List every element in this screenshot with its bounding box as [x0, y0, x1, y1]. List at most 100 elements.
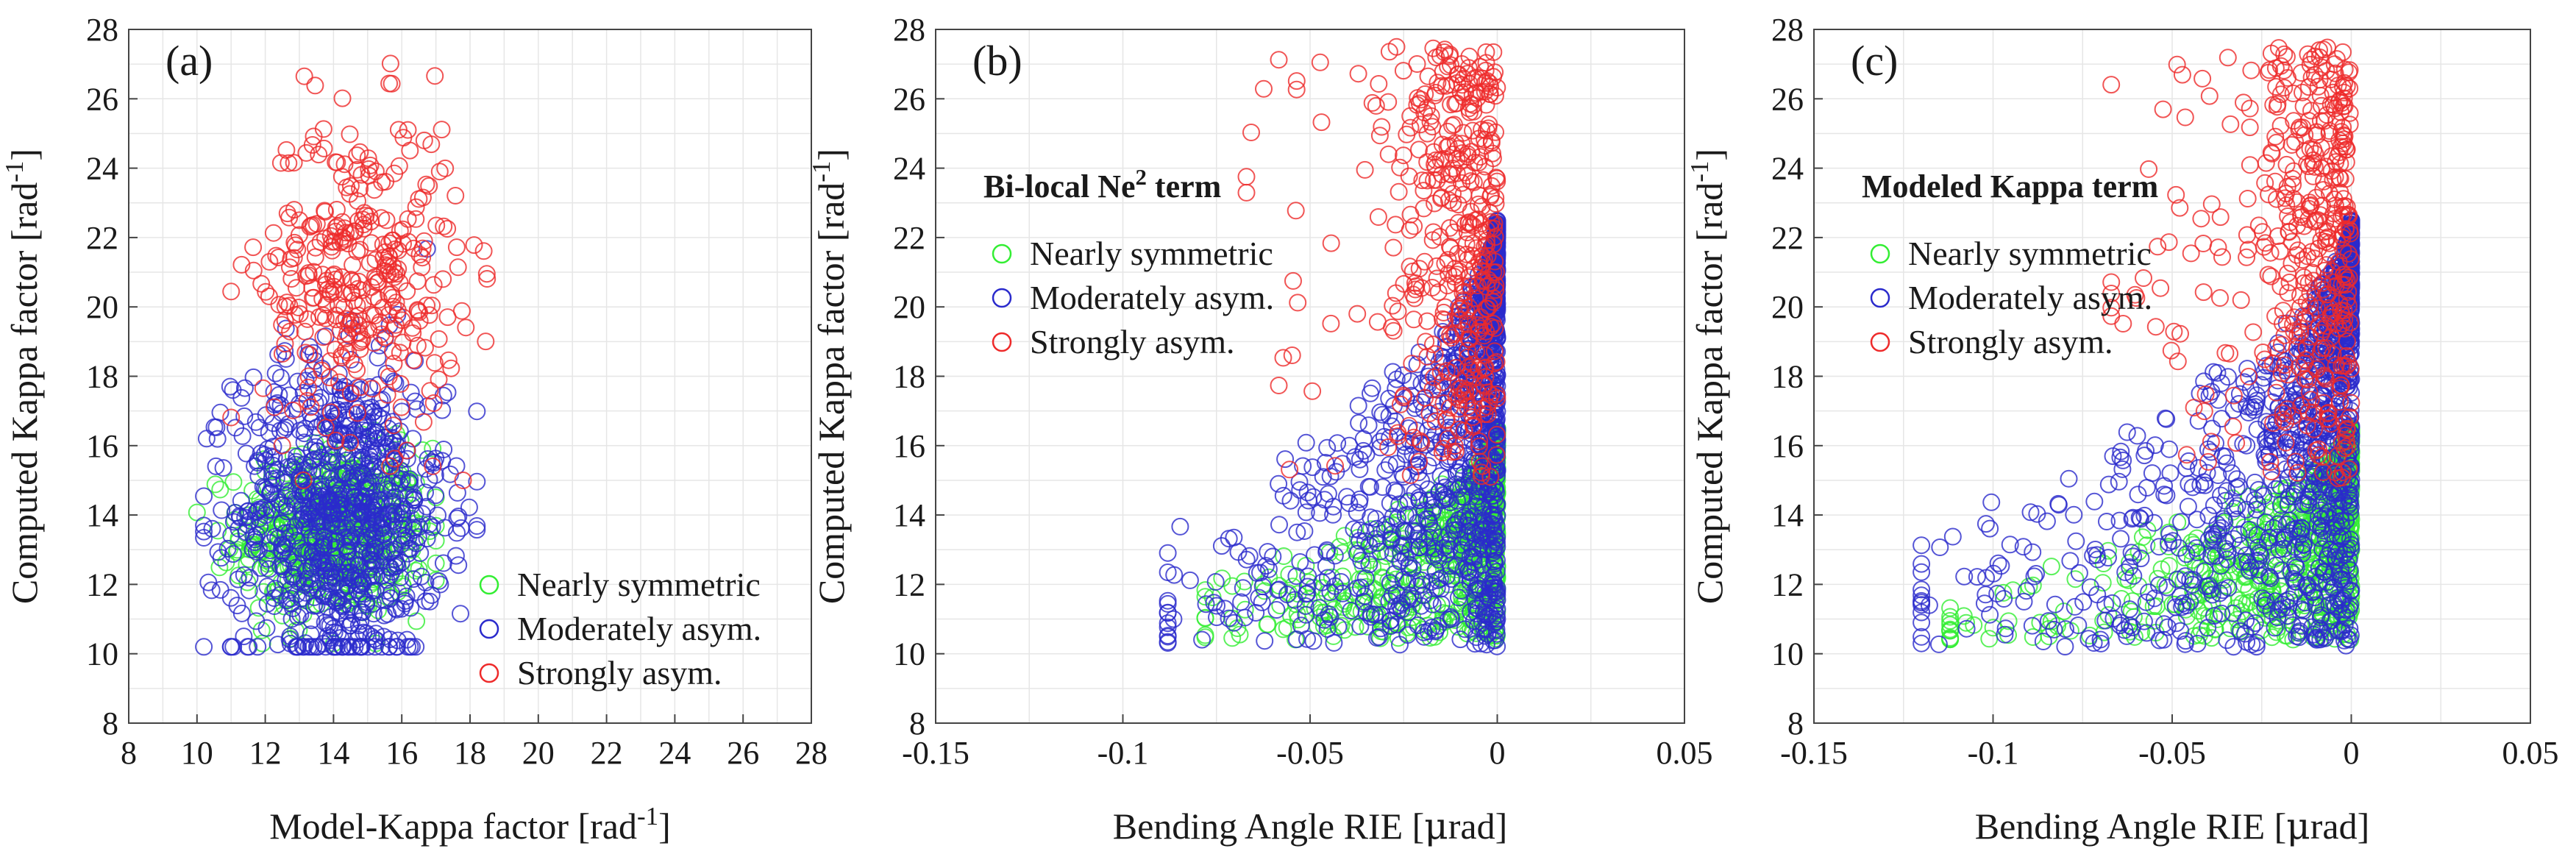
- data-point: [426, 67, 444, 85]
- data-point: [352, 527, 371, 546]
- data-point: [420, 471, 438, 488]
- x-tick-label: 14: [317, 735, 349, 771]
- data-point: [405, 351, 423, 369]
- data-point: [448, 483, 466, 502]
- data-point: [403, 319, 421, 337]
- data-point: [313, 462, 331, 480]
- data-point: [434, 270, 452, 288]
- data-point: [331, 604, 349, 622]
- data-point: [1159, 563, 1177, 581]
- data-point: [273, 436, 291, 455]
- y-tick-label: 26: [86, 81, 118, 117]
- data-point: [375, 490, 394, 508]
- data-point: [332, 499, 351, 518]
- data-point: [266, 364, 285, 383]
- x-tick-label: -0.1: [1097, 735, 1149, 771]
- legend-marker: [479, 575, 499, 595]
- data-point: [295, 67, 313, 85]
- data-point: [327, 517, 345, 536]
- data-point: [195, 638, 213, 656]
- data-point: [265, 383, 283, 401]
- data-point: [235, 566, 253, 584]
- data-point: [1428, 171, 1446, 189]
- data-point: [370, 291, 388, 309]
- y-tick-label: 14: [893, 497, 925, 533]
- data-point: [1289, 294, 1307, 312]
- data-point: [282, 589, 300, 608]
- data-point: [349, 569, 368, 587]
- data-point: [349, 624, 368, 642]
- data-point: [284, 401, 302, 419]
- data-point: [315, 139, 333, 157]
- data-point: [388, 631, 407, 650]
- data-point: [393, 470, 411, 488]
- data-point: [224, 473, 243, 491]
- data-point: [465, 236, 483, 255]
- y-tick-label: 18: [893, 359, 925, 395]
- data-point: [1237, 168, 1256, 186]
- data-point: [448, 509, 466, 527]
- data-point: [339, 638, 357, 656]
- y-tick-label: 28: [893, 12, 925, 48]
- data-point: [416, 483, 434, 502]
- data-point: [384, 257, 402, 275]
- data-point: [277, 571, 295, 589]
- data-point: [362, 213, 380, 231]
- data-point: [435, 519, 454, 537]
- data-point: [351, 416, 369, 434]
- y-tick-label: 20: [86, 289, 118, 325]
- data-point: [306, 77, 324, 95]
- data-point: [365, 181, 383, 199]
- data-point: [334, 638, 352, 656]
- data-point: [357, 595, 375, 614]
- data-point: [276, 342, 294, 360]
- data-point: [354, 421, 372, 439]
- data-point: [213, 501, 231, 519]
- data-point: [268, 636, 287, 654]
- data-point: [266, 597, 283, 615]
- data-point: [381, 54, 399, 73]
- data-point: [360, 378, 379, 396]
- data-point: [427, 216, 446, 235]
- data-point: [247, 542, 266, 561]
- data-point: [1311, 53, 1329, 71]
- data-point: [297, 267, 316, 285]
- data-point: [319, 627, 337, 645]
- data-point: [391, 569, 410, 587]
- data-point: [1270, 51, 1288, 69]
- data-point: [255, 446, 274, 464]
- data-point: [1363, 379, 1381, 397]
- data-point: [325, 265, 344, 283]
- data-point: [1181, 571, 1199, 589]
- data-point: [330, 496, 349, 514]
- data-point: [285, 553, 303, 572]
- data-point: [273, 344, 291, 363]
- data-point: [363, 380, 381, 398]
- data-point: [384, 342, 402, 360]
- data-point: [305, 127, 323, 146]
- data-point: [335, 312, 353, 330]
- data-point: [335, 569, 352, 587]
- data-point: [337, 330, 355, 348]
- data-point: [265, 589, 283, 607]
- data-point: [385, 355, 403, 373]
- data-point: [1390, 182, 1408, 201]
- data-point: [291, 501, 310, 519]
- data-point: [300, 521, 319, 539]
- data-point: [195, 516, 213, 535]
- data-point: [424, 439, 442, 458]
- data-point: [235, 627, 253, 646]
- data-point: [357, 480, 375, 499]
- data-point: [255, 583, 273, 601]
- data-point: [447, 238, 466, 257]
- data-point: [447, 457, 466, 475]
- data-point: [352, 577, 371, 595]
- data-point: [369, 408, 388, 426]
- data-point: [257, 282, 275, 301]
- data-point: [376, 262, 394, 280]
- data-point: [430, 330, 448, 348]
- data-point: [435, 441, 453, 458]
- data-point: [270, 385, 288, 404]
